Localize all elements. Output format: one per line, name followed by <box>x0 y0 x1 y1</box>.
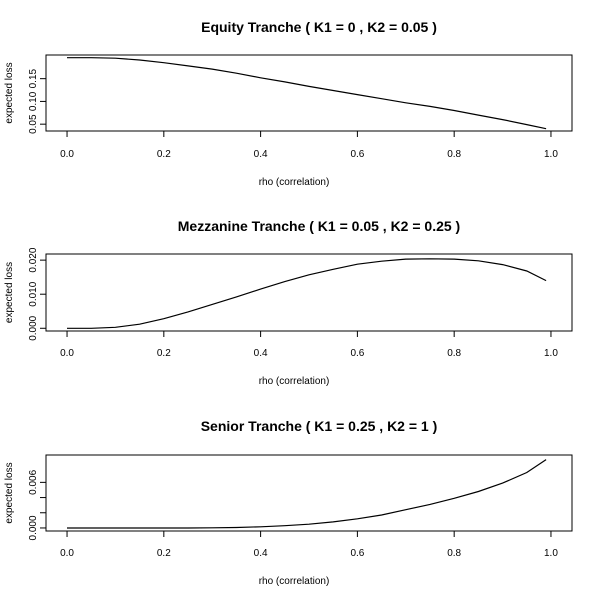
senior-x-tick-label: 1.0 <box>544 548 558 559</box>
mezzanine-y-tick-label: 0.010 <box>28 281 39 306</box>
equity-y-tick-label: 0.15 <box>28 68 39 88</box>
mezzanine-plot-frame <box>45 253 573 332</box>
equity-x-tick-label: 0.6 <box>350 149 364 160</box>
senior-x-tick-label: 0.0 <box>60 548 74 559</box>
equity-chart-title: Equity Tranche ( K1 = 0 , K2 = 0.05 ) <box>201 19 437 35</box>
senior-x-axis-label: rho (correlation) <box>259 576 330 587</box>
equity-x-tick-label: 0.8 <box>447 149 461 160</box>
mezzanine-x-tick-label: 0.4 <box>254 348 268 359</box>
senior-y-tick-label: 0.006 <box>28 469 39 494</box>
senior-x-tick-label: 0.2 <box>157 548 171 559</box>
senior-chart-title: Senior Tranche ( K1 = 0.25 , K2 = 1 ) <box>201 418 438 434</box>
senior-tranche-panel: Senior Tranche ( K1 = 0.25 , K2 = 1 ) 0.0… <box>4 418 573 587</box>
senior-plot-frame <box>45 454 573 532</box>
senior-x-tick-label: 0.6 <box>350 548 364 559</box>
equity-x-tick-label: 0.0 <box>60 149 74 160</box>
mezzanine-chart-title: Mezzanine Tranche ( K1 = 0.05 , K2 = 0.2… <box>178 218 460 234</box>
equity-x-axis-label: rho (correlation) <box>259 177 330 188</box>
mezzanine-x-tick-label: 0.2 <box>157 348 171 359</box>
equity-x-tick-label: 1.0 <box>544 149 558 160</box>
equity-y-tick-label: 0.10 <box>28 91 39 111</box>
senior-x-tick-label: 0.4 <box>254 548 268 559</box>
mezzanine-tranche-panel: Mezzanine Tranche ( K1 = 0.05 , K2 = 0.2… <box>4 218 573 387</box>
senior-y-axis-label: expected loss <box>4 462 15 523</box>
mezzanine-y-tick-label: 0.000 <box>28 315 39 340</box>
equity-y-tick-label: 0.05 <box>28 114 39 134</box>
equity-plot-frame <box>45 54 573 132</box>
mezzanine-x-tick-label: 0.0 <box>60 348 74 359</box>
mezzanine-expected-loss-line <box>67 258 547 329</box>
equity-y-axis-label: expected loss <box>4 62 15 123</box>
senior-y-tick-label: 0.000 <box>28 515 39 540</box>
senior-expected-loss-line <box>67 459 547 529</box>
mezzanine-y-axis-label: expected loss <box>4 262 15 323</box>
mezzanine-y-tick-label: 0.020 <box>28 247 39 272</box>
equity-tranche-panel: Equity Tranche ( K1 = 0 , K2 = 0.05 ) 0.0… <box>4 19 573 188</box>
mezzanine-x-tick-label: 0.6 <box>350 348 364 359</box>
mezzanine-x-tick-label: 1.0 <box>544 348 558 359</box>
mezzanine-x-axis-label: rho (correlation) <box>259 376 330 387</box>
equity-expected-loss-line <box>67 57 547 130</box>
senior-x-tick-label: 0.8 <box>447 548 461 559</box>
mezzanine-x-tick-label: 0.8 <box>447 348 461 359</box>
equity-x-tick-label: 0.2 <box>157 149 171 160</box>
equity-x-tick-label: 0.4 <box>254 149 268 160</box>
